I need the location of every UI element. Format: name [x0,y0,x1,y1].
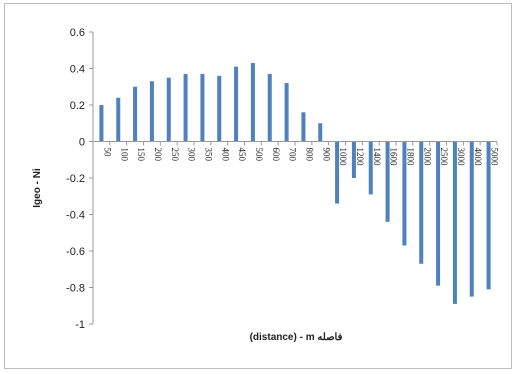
x-tick-label-900: 900 [321,148,331,162]
bar-300 [183,73,188,142]
x-tick-label-1200: 1200 [355,147,365,166]
bar-series [99,63,491,304]
bar-250 [166,77,171,142]
x-tick-label-1400: 1400 [372,148,382,167]
x-axis-label: (distance) - m فاصله [250,332,343,343]
chart-frame [4,3,512,369]
x-tick-label-800: 800 [304,147,314,161]
x-tick-label-1800: 1800 [405,147,415,166]
bar-800 [301,112,306,142]
x-tick-label-4000: 4000 [473,148,483,167]
bar-150 [133,86,138,142]
x-tick-label-350: 350 [203,147,213,161]
bar-350 [200,73,205,142]
bar-450 [234,66,239,142]
bar-1000 [335,141,340,204]
y-tick-label: 0 [79,137,85,149]
y-axis-label: Igeo - Ni [32,168,43,208]
y-tick-label: -0.2 [66,173,85,185]
bar-4000 [469,141,474,297]
bar-900 [318,123,323,142]
bar-100 [116,97,121,142]
axes [89,31,498,325]
bar-1200 [351,141,356,178]
bar-1800 [402,141,407,246]
y-tick-label: -1 [75,319,85,331]
x-tick-label-1600: 1600 [389,148,399,167]
x-tick-label-2500: 2500 [439,148,449,167]
y-tick-label: -0.6 [66,246,85,258]
y-tick-label: 0.2 [70,100,85,112]
x-tick-label-600: 600 [271,148,281,162]
bar-1400 [368,141,373,195]
bar-2000 [419,141,424,264]
x-tick-label-5000: 5000 [490,148,500,167]
x-tick-label-400: 400 [220,148,230,162]
y-tick-label: 0.6 [70,27,85,39]
x-tick-label-500: 500 [254,147,264,161]
x-tick-label-150: 150 [136,148,146,162]
bar-400 [217,75,222,142]
x-tick-label-300: 300 [187,148,197,162]
x-tick-label-100: 100 [119,148,129,162]
x-tick-label-250: 250 [170,148,180,162]
bar-500 [250,63,255,142]
bar-50 [99,105,104,142]
y-tick-label: -0.8 [66,283,85,295]
x-tick-label-200: 200 [153,147,163,161]
x-tick-label-50: 50 [102,147,112,157]
y-tick-label: 0.4 [70,64,85,76]
x-tick-label-450: 450 [237,148,247,162]
x-tick-label-1000: 1000 [338,148,348,167]
y-tick-labels: 0.6 0.4 0.2 0 -0.2 -0.4 -0.6 -0.8 -1 [66,27,85,331]
bar-200 [149,81,154,142]
x-tick-label-3000: 3000 [456,147,466,166]
x-tick-labels: 50 100 150 200 250 300 350 400 450 500 600 700 800 90… [102,147,499,166]
y-tick-label: -0.4 [66,210,85,222]
bar-700 [284,83,289,142]
bar-5000 [486,141,491,290]
bar-600 [267,73,272,142]
x-tick-label-2000: 2000 [422,148,432,167]
bar-2500 [436,141,441,286]
bar-3000 [452,141,457,304]
bar-1600 [385,141,390,222]
x-tick-label-700: 700 [288,148,298,162]
